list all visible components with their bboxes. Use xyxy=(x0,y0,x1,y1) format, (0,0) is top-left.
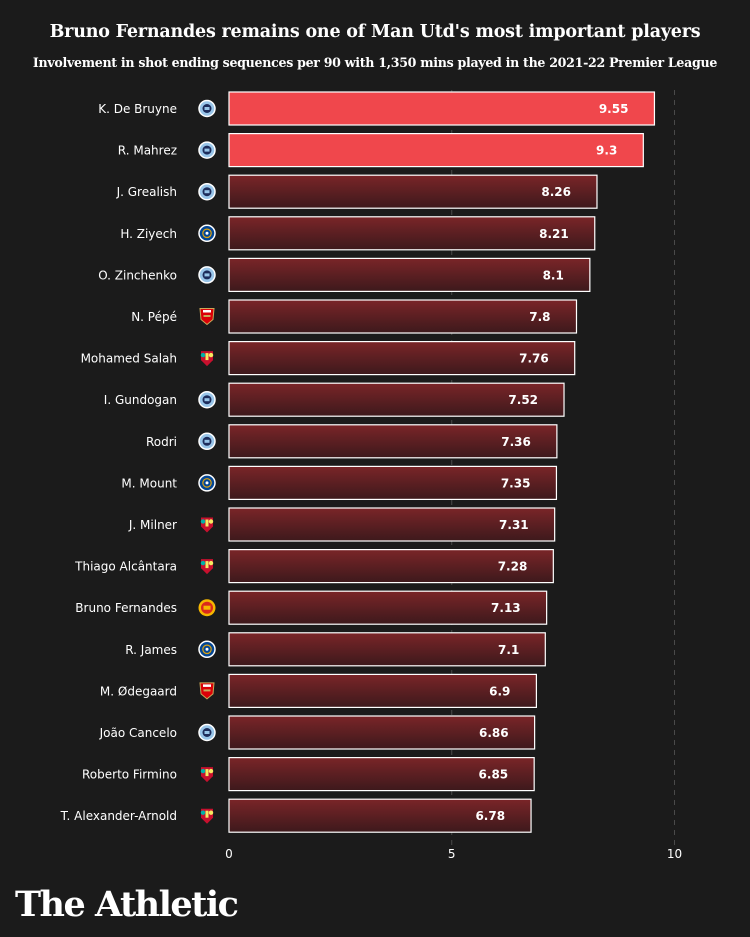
value-label: 6.86 xyxy=(479,726,509,740)
category-label: Thiago Alcântara xyxy=(74,560,177,574)
category-label: J. Grealish xyxy=(116,185,177,199)
value-label: 7.13 xyxy=(491,601,521,615)
bar xyxy=(228,632,546,667)
chelsea-crest-icon xyxy=(198,474,216,492)
bar xyxy=(228,465,558,500)
mancity-crest-icon xyxy=(198,390,216,409)
arsenal-crest-icon xyxy=(199,308,215,326)
chelsea-crest-icon xyxy=(198,640,216,659)
bar xyxy=(228,507,556,542)
value-label: 7.8 xyxy=(529,310,550,324)
value-label: 7.1 xyxy=(498,643,519,657)
value-label: 8.1 xyxy=(543,268,564,282)
mancity-crest-icon xyxy=(198,182,216,201)
category-label: R. James xyxy=(125,643,177,657)
value-label: 8.26 xyxy=(541,185,571,199)
value-label: 7.76 xyxy=(519,352,549,366)
mancity-crest-icon xyxy=(198,141,216,159)
category-label: J. Milner xyxy=(128,518,177,532)
value-label: 8.21 xyxy=(539,227,569,241)
x-tick-label: 0 xyxy=(225,847,233,861)
liverpool-crest-icon xyxy=(200,808,214,824)
category-label: N. Pépé xyxy=(131,310,177,324)
chart-title: Bruno Fernandes remains one of Man Utd's… xyxy=(49,22,701,42)
category-label: Roberto Firmino xyxy=(82,768,177,782)
bar xyxy=(228,299,578,334)
value-label: 6.85 xyxy=(479,768,509,782)
bar xyxy=(228,715,536,750)
bar xyxy=(228,133,644,168)
value-label: 7.28 xyxy=(498,560,528,574)
category-label: Bruno Fernandes xyxy=(75,601,177,615)
liverpool-crest-icon xyxy=(200,351,214,367)
value-label: 9.55 xyxy=(599,102,629,116)
arsenal-crest-icon xyxy=(199,682,215,700)
x-tick-label: 5 xyxy=(448,847,456,861)
mancity-crest-icon xyxy=(198,432,216,451)
liverpool-crest-icon xyxy=(200,517,214,533)
category-label: K. De Bruyne xyxy=(98,102,177,116)
category-label: M. Mount xyxy=(121,476,177,490)
category-label: O. Zinchenko xyxy=(98,268,177,282)
category-label: I. Gundogan xyxy=(104,393,177,407)
value-label: 6.9 xyxy=(489,684,510,698)
category-label: Mohamed Salah xyxy=(81,352,177,366)
bar xyxy=(228,216,596,251)
value-label: 6.78 xyxy=(475,809,505,823)
x-tick-label: 10 xyxy=(667,847,682,861)
mancity-crest-icon xyxy=(198,723,216,742)
value-label: 9.3 xyxy=(596,144,617,158)
bar xyxy=(228,257,591,292)
value-label: 7.52 xyxy=(508,393,538,407)
liverpool-crest-icon xyxy=(200,767,214,783)
the-athletic-logo: The Athletic xyxy=(15,884,239,925)
category-label: R. Mahrez xyxy=(118,144,177,158)
category-label: M. Ødegaard xyxy=(100,684,177,698)
category-label: H. Ziyech xyxy=(120,227,177,241)
manutd-crest-icon xyxy=(198,599,216,617)
value-label: 7.36 xyxy=(501,435,531,449)
liverpool-crest-icon xyxy=(200,559,214,575)
bar xyxy=(228,756,535,792)
chelsea-crest-icon xyxy=(198,224,216,243)
bar xyxy=(228,673,537,709)
bar xyxy=(228,91,656,126)
mancity-crest-icon xyxy=(198,266,216,284)
mancity-crest-icon xyxy=(198,99,216,118)
bar xyxy=(228,798,532,833)
category-label: Rodri xyxy=(146,435,177,449)
bar-chart: 0 5 10 K. De Bruyne 9.55 R. Mahrez 9.3 J. Greal… xyxy=(60,90,682,861)
bar xyxy=(228,382,565,417)
bar xyxy=(228,341,576,376)
chart-subtitle: Involvement in shot ending sequences per… xyxy=(32,55,718,70)
value-label: 7.31 xyxy=(499,518,529,532)
value-label: 7.35 xyxy=(501,476,531,490)
bar xyxy=(228,548,554,584)
bar xyxy=(228,590,548,625)
bar xyxy=(228,174,598,209)
bar xyxy=(228,424,558,459)
category-label: João Cancelo xyxy=(99,726,177,740)
category-label: T. Alexander-Arnold xyxy=(60,809,177,823)
